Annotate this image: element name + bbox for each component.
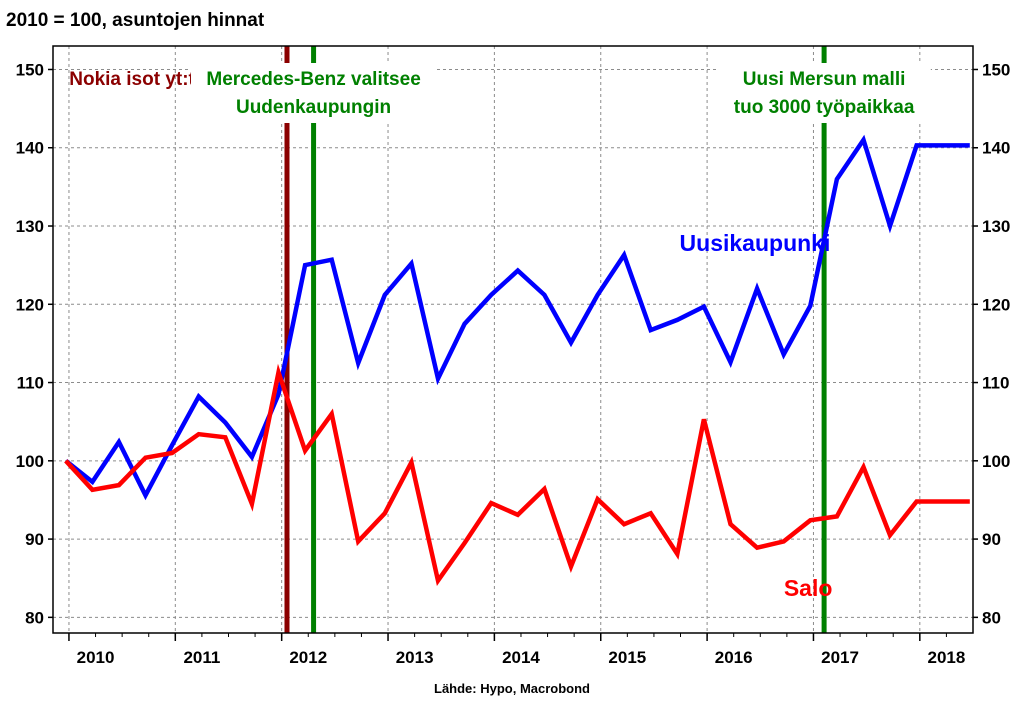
y-tick-label-left: 140 [16,139,44,158]
y-tick-label-right: 120 [982,295,1010,314]
y-tick-label-right: 90 [982,530,1001,549]
x-tick-label: 2012 [289,648,327,667]
x-tick-label: 2011 [183,648,220,667]
annotation-background [717,63,931,123]
series-label-salo: Salo [784,575,833,601]
series-line-salo [64,363,970,587]
chart-title: 2010 = 100, asuntojen hinnat [6,10,265,31]
x-tick-label: 2014 [502,648,540,667]
annotation-text: Mercedes-Benz valitsee [206,69,420,90]
series-label-uusikaupunki: Uusikaupunki [680,230,831,256]
y-tick-label-left: 80 [25,608,44,627]
x-tick-label: 2013 [396,648,434,667]
series-labels: Uusikaupunki Salo [680,230,833,601]
y-tick-label-right: 100 [982,452,1010,471]
series-lines [64,134,970,587]
y-tick-label-right: 150 [982,60,1010,79]
event-annotation: Uusi Mersun malli tuo 3000 työpaikkaa [717,63,931,123]
annotation-text: Uusi Mersun malli [743,69,906,90]
y-tick-label-right: 140 [982,139,1010,158]
gridlines [53,46,973,633]
y-tick-label-left: 90 [25,530,44,549]
annotation-text: tuo 3000 työpaikkaa [734,97,915,118]
y-tick-label-right: 80 [982,608,1001,627]
x-tick-label: 2010 [77,648,115,667]
plot-frame [52,45,974,634]
y-tick-label-left: 110 [17,374,44,393]
y-tick-label-right: 130 [982,217,1010,236]
x-tick-label: 2018 [927,648,965,667]
annotation-text: Uudenkaupungin [236,97,391,118]
y-tick-label-right: 110 [982,374,1009,393]
y-tick-label-left: 130 [16,217,44,236]
y-tick-label-left: 120 [16,295,44,314]
y-tick-label-left: 150 [16,60,44,79]
x-tick-label: 2015 [608,648,646,667]
axes: 80 80 90 90 100 100 110 110 120 120 130 130 140 140 15… [16,60,1011,667]
series-line-uusikaupunki [64,134,970,501]
x-tick-label: 2017 [821,648,859,667]
annotation-background [190,63,437,123]
y-tick-label-left: 100 [16,452,44,471]
event-lines [284,46,827,633]
source-note: Lähde: Hypo, Macrobond [434,681,590,696]
event-annotation: Mercedes-Benz valitsee Uudenkaupungin [190,63,437,123]
x-tick-label: 2016 [715,648,753,667]
